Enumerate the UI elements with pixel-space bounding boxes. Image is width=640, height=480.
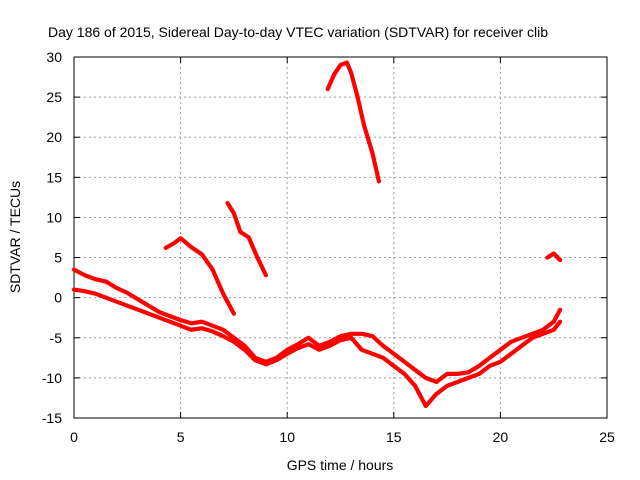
x-axis-ticks: 0 5 10 15 20 25 [70,57,615,445]
y-axis-ticks: -15 -10 -5 0 5 10 15 20 25 30 [42,49,607,426]
series-main-band-upper [71,267,563,384]
y-tick-label: -15 [42,410,62,426]
y-tick-label: 20 [46,129,62,145]
chart-title: Day 186 of 2015, Sidereal Day-to-day VTE… [48,24,548,40]
y-tick-label: 5 [54,250,62,266]
y-tick-label: 15 [46,169,62,185]
plot-frame [73,56,608,419]
x-tick-label: 15 [386,429,402,445]
x-tick-label: 0 [70,429,78,445]
x-axis-label: GPS time / hours [287,457,394,473]
series-late-segment [545,251,563,263]
x-tick-label: 20 [493,429,509,445]
y-tick-label: 0 [54,290,62,306]
y-axis-label: SDTVAR / TECUs [7,181,23,293]
series-arc-5h [163,236,236,316]
y-tick-label: 25 [46,89,62,105]
series-peak-13h [325,60,381,184]
x-tick-label: 25 [599,429,615,445]
y-tick-label: -5 [50,330,63,346]
grid-lines [74,57,607,418]
x-tick-label: 5 [177,429,185,445]
series-layer [71,60,563,409]
y-tick-label: 10 [46,209,62,225]
y-tick-label: 30 [46,49,62,65]
series-arc-7h [225,200,268,278]
series-main-band-lower [71,287,563,409]
y-tick-label: -10 [42,370,62,386]
x-tick-label: 10 [279,429,295,445]
